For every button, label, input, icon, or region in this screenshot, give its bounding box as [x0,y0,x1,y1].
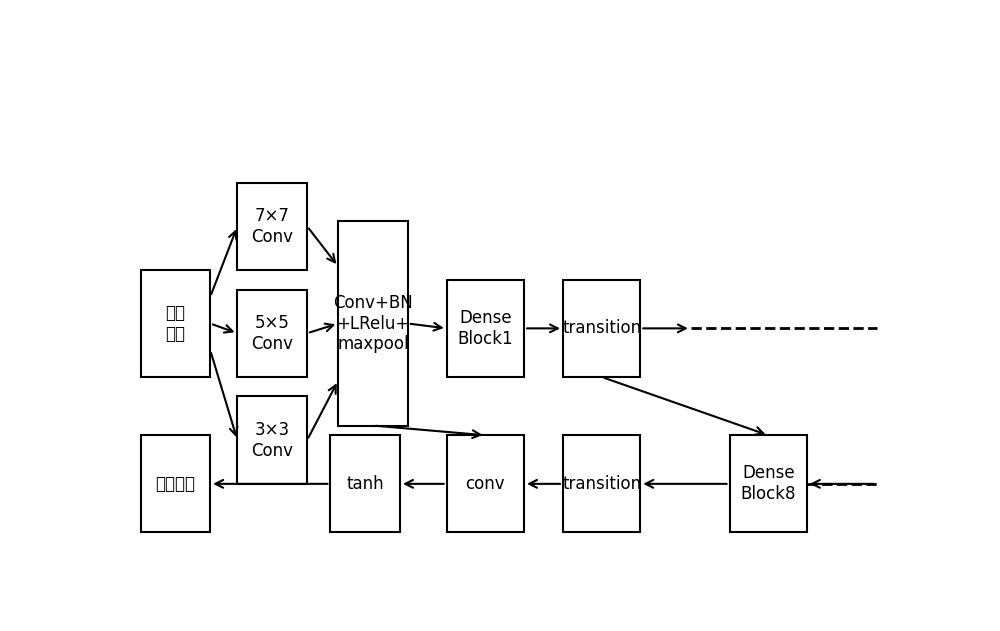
Bar [237,182,307,270]
Bar [237,290,307,377]
Text: tanh: tanh [346,475,384,493]
Bar [563,435,640,533]
Text: 有雨
图像: 有雨 图像 [165,304,185,343]
Text: 7×7
Conv: 7×7 Conv [251,207,293,245]
Bar [447,280,524,377]
Bar [338,221,408,425]
Text: 3×3
Conv: 3×3 Conv [251,421,293,459]
Bar [237,396,307,484]
Bar [330,435,400,533]
Bar [140,435,210,533]
Text: 输出图片: 输出图片 [155,475,195,493]
Text: transition: transition [562,475,641,493]
Text: transition: transition [562,319,641,338]
Bar [563,280,640,377]
Bar [140,270,210,377]
Bar [447,435,524,533]
Text: 5×5
Conv: 5×5 Conv [251,314,293,353]
Bar [730,435,807,533]
Text: Conv+BN
+LRelu+
maxpool: Conv+BN +LRelu+ maxpool [333,293,413,353]
Text: conv: conv [466,475,505,493]
Text: Dense
Block8: Dense Block8 [740,464,796,504]
Text: Dense
Block1: Dense Block1 [458,309,513,348]
